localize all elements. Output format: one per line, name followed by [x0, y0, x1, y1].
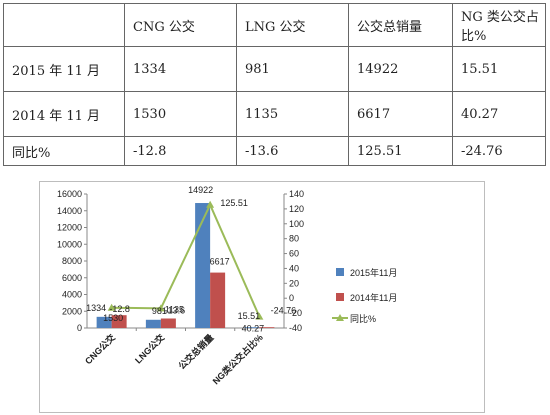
right-axis-tick-label: 120 — [289, 204, 304, 214]
right-axis-tick-label: 40 — [289, 263, 299, 273]
table-cell: 2015 年 11 月 — [3, 46, 125, 92]
table-cell: -12.8 — [124, 136, 237, 166]
bar-2015 — [145, 319, 161, 328]
table-row: 同比% -12.8 -13.6 125.51 -24.76 — [3, 136, 546, 166]
bar-2014 — [160, 318, 176, 328]
right-axis-tick-label: -20 — [289, 308, 302, 318]
line-yoy — [111, 202, 261, 318]
legend-label: 2014年11月 — [350, 292, 397, 303]
table-cell: 14922 — [348, 46, 453, 92]
table-cell: 6617 — [348, 91, 453, 137]
table-cell: -13.6 — [236, 136, 349, 166]
left-axis-tick-label: 4000 — [62, 290, 82, 300]
data-label: 14922 — [188, 185, 213, 195]
legend-swatch — [336, 293, 344, 301]
table-cell: LNG 公交 — [236, 3, 349, 47]
legend-label: 2015年11月 — [350, 267, 397, 278]
table-header-row: CNG 公交 LNG 公交 公交总销量 NG 类公交占比% — [3, 3, 546, 47]
right-axis-tick-label: 60 — [289, 249, 299, 259]
data-label: 15.51 — [238, 311, 261, 321]
line-point — [156, 304, 165, 312]
left-axis-tick-label: 6000 — [62, 273, 82, 283]
left-axis-tick-label: 16000 — [57, 189, 82, 199]
table-cell: 1530 — [124, 91, 237, 137]
table-cell: 125.51 — [348, 136, 453, 166]
data-label: 1334 — [86, 303, 106, 313]
data-table: CNG 公交 LNG 公交 公交总销量 NG 类公交占比% 2015 年 11 … — [3, 3, 546, 166]
data-label: -24.76 — [271, 306, 297, 316]
right-axis-tick-label: 100 — [289, 219, 304, 229]
bar-2015 — [96, 316, 112, 328]
data-label: 6617 — [210, 257, 230, 267]
bar-2014 — [210, 272, 226, 328]
line-point — [206, 200, 215, 208]
right-axis-tick-label: 140 — [289, 189, 304, 199]
combo-chart: 0 2000 4000 6000 8000 10000 12000 14000 16000 -40… — [39, 181, 485, 413]
right-axis-tick-label: 80 — [289, 234, 299, 244]
category-label: 公交总销量 — [176, 332, 216, 372]
right-axis-tick-label: 0 — [289, 293, 294, 303]
bar-2015 — [244, 327, 260, 328]
left-axis-tick-label: 2000 — [62, 306, 82, 316]
data-label: 1530 — [103, 313, 123, 323]
table-row: 2014 年 11 月 1530 1135 6617 40.27 — [3, 91, 546, 137]
left-axis-tick-label: 10000 — [57, 239, 82, 249]
legend-swatch — [336, 268, 344, 276]
data-label: 1135 — [165, 304, 184, 314]
table-cell: -24.76 — [452, 136, 546, 166]
legend-label: 同比% — [350, 313, 376, 324]
table-cell: 40.27 — [452, 91, 546, 137]
data-label: 981 — [152, 306, 167, 316]
table-row: 2015 年 11 月 1334 981 14922 15.51 — [3, 46, 546, 92]
table-cell: 公交总销量 — [348, 3, 453, 47]
line-point — [255, 312, 264, 320]
legend-marker — [336, 314, 344, 321]
left-axis-tick-label: 0 — [77, 323, 82, 333]
category-label: CNG公交 — [82, 332, 117, 367]
table-cell: 1135 — [236, 91, 349, 137]
category-label: NG类公交占比% — [210, 332, 265, 387]
data-label: -13.6 — [165, 305, 186, 315]
chart-canvas: 0 2000 4000 6000 8000 10000 12000 14000 16000 -40… — [57, 185, 397, 387]
bar-2014 — [111, 315, 127, 328]
table-cell: NG 类公交占比% — [452, 3, 546, 47]
table-cell — [3, 3, 125, 47]
data-label: -12.8 — [109, 304, 130, 314]
bar-2015 — [195, 203, 211, 328]
table-cell: 15.51 — [452, 46, 546, 92]
category-label: LNG公交 — [132, 332, 166, 366]
table-cell: CNG 公交 — [124, 3, 237, 47]
data-label: 125.51 — [220, 198, 248, 208]
bar-2014 — [259, 327, 275, 328]
table-cell: 2014 年 11 月 — [3, 91, 125, 137]
table-cell: 同比% — [3, 136, 125, 166]
table-cell: 981 — [236, 46, 349, 92]
left-axis-tick-label: 12000 — [57, 223, 82, 233]
data-label: 40.27 — [242, 324, 265, 334]
table-cell: 1334 — [124, 46, 237, 92]
left-axis-tick-label: 8000 — [62, 256, 82, 266]
left-axis-tick-label: 14000 — [57, 206, 82, 216]
right-axis-tick-label: 20 — [289, 278, 299, 288]
line-point — [107, 303, 116, 311]
right-axis-tick-label: -40 — [289, 323, 302, 333]
